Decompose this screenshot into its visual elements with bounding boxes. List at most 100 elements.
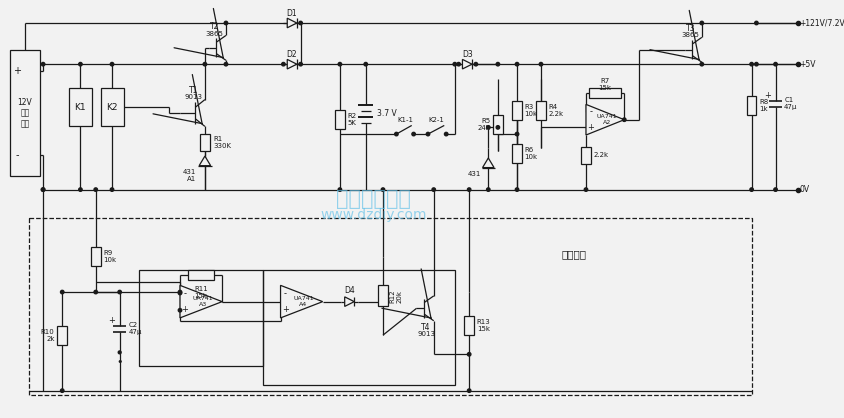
Text: C1
47μ: C1 47μ: [783, 97, 797, 110]
Polygon shape: [344, 297, 354, 306]
Text: C2
47μ: C2 47μ: [128, 322, 142, 335]
Bar: [100, 88, 123, 126]
Circle shape: [118, 351, 121, 354]
Text: +5V: +5V: [798, 60, 815, 69]
Text: D1: D1: [286, 9, 297, 18]
Circle shape: [538, 62, 542, 66]
Polygon shape: [585, 104, 624, 135]
Circle shape: [203, 62, 207, 66]
Bar: [511, 101, 522, 120]
Text: T4: T4: [421, 323, 430, 332]
Polygon shape: [287, 59, 296, 69]
Circle shape: [281, 62, 284, 66]
Text: +: +: [108, 316, 115, 325]
Bar: [187, 270, 214, 280]
Circle shape: [178, 291, 181, 294]
Polygon shape: [180, 285, 222, 318]
Text: 9013: 9013: [417, 331, 435, 337]
Circle shape: [583, 188, 587, 191]
Text: R3
10k: R3 10k: [524, 104, 537, 117]
Text: -: -: [284, 290, 286, 298]
Circle shape: [473, 62, 477, 66]
Circle shape: [41, 188, 45, 191]
Circle shape: [495, 126, 499, 129]
Circle shape: [94, 188, 97, 191]
Text: +: +: [763, 91, 770, 100]
Text: R7
15k: R7 15k: [598, 78, 611, 91]
Circle shape: [700, 21, 703, 25]
Circle shape: [452, 62, 456, 66]
Text: -: -: [183, 290, 186, 298]
Text: UA741
A4: UA741 A4: [293, 296, 313, 307]
Bar: [588, 88, 620, 98]
Polygon shape: [482, 158, 494, 168]
Circle shape: [364, 62, 367, 66]
Text: www.dzdiy.com: www.dzdiy.com: [320, 209, 426, 222]
Polygon shape: [462, 59, 472, 69]
Circle shape: [425, 133, 430, 136]
Text: 3865: 3865: [205, 31, 223, 36]
Circle shape: [773, 62, 776, 66]
Text: 2.2k: 2.2k: [593, 152, 608, 158]
Circle shape: [338, 188, 341, 191]
Text: T2: T2: [209, 22, 219, 31]
Text: •: •: [116, 357, 122, 367]
Text: K1-1: K1-1: [397, 117, 413, 123]
Text: R10
2k: R10 2k: [41, 329, 55, 342]
Circle shape: [486, 126, 490, 129]
Circle shape: [178, 308, 181, 312]
Text: 12V
开关
电源: 12V 开关 电源: [18, 98, 32, 128]
Circle shape: [457, 62, 460, 66]
Circle shape: [486, 188, 490, 191]
Circle shape: [381, 188, 384, 191]
Circle shape: [749, 62, 753, 66]
Circle shape: [622, 118, 625, 122]
Circle shape: [41, 188, 45, 191]
Text: -: -: [15, 150, 19, 160]
Text: A1: A1: [187, 176, 196, 182]
Bar: [29, 218, 750, 395]
Text: T1: T1: [188, 86, 197, 94]
Circle shape: [700, 62, 703, 66]
Circle shape: [299, 62, 302, 66]
Circle shape: [467, 188, 470, 191]
Bar: [746, 96, 755, 115]
Circle shape: [118, 291, 122, 294]
Text: 0V: 0V: [798, 185, 809, 194]
Circle shape: [94, 291, 97, 294]
Circle shape: [111, 62, 114, 66]
Text: R11
15k: R11 15k: [194, 285, 208, 298]
Circle shape: [515, 133, 518, 136]
Text: +: +: [14, 66, 21, 76]
Text: R8
1k: R8 1k: [759, 99, 767, 112]
Circle shape: [411, 133, 415, 136]
Circle shape: [754, 62, 757, 66]
Bar: [536, 101, 545, 120]
Text: K2: K2: [106, 103, 117, 112]
Circle shape: [224, 21, 227, 25]
Text: R6
10k: R6 10k: [524, 147, 537, 160]
Text: 431: 431: [467, 171, 480, 177]
Text: UA741
A2: UA741 A2: [596, 114, 617, 125]
Text: 3.7 V: 3.7 V: [376, 110, 397, 118]
Polygon shape: [287, 18, 296, 28]
Circle shape: [467, 389, 470, 393]
Text: D3: D3: [462, 50, 472, 59]
Bar: [581, 147, 590, 164]
Text: K1: K1: [74, 103, 86, 112]
Text: R9
10k: R9 10k: [103, 250, 116, 263]
Text: K2-1: K2-1: [428, 117, 444, 123]
Circle shape: [444, 133, 447, 136]
Text: 9013: 9013: [184, 94, 203, 100]
Circle shape: [61, 291, 64, 294]
Text: +: +: [282, 305, 289, 314]
Bar: [91, 247, 100, 266]
Bar: [378, 285, 387, 306]
Text: UA741
A3: UA741 A3: [192, 296, 213, 307]
Circle shape: [431, 188, 435, 191]
Text: 电子制作天地: 电子制作天地: [336, 189, 410, 209]
Text: +: +: [181, 305, 188, 314]
Text: R13
15k: R13 15k: [476, 319, 490, 332]
Circle shape: [78, 188, 82, 191]
Polygon shape: [199, 156, 210, 166]
